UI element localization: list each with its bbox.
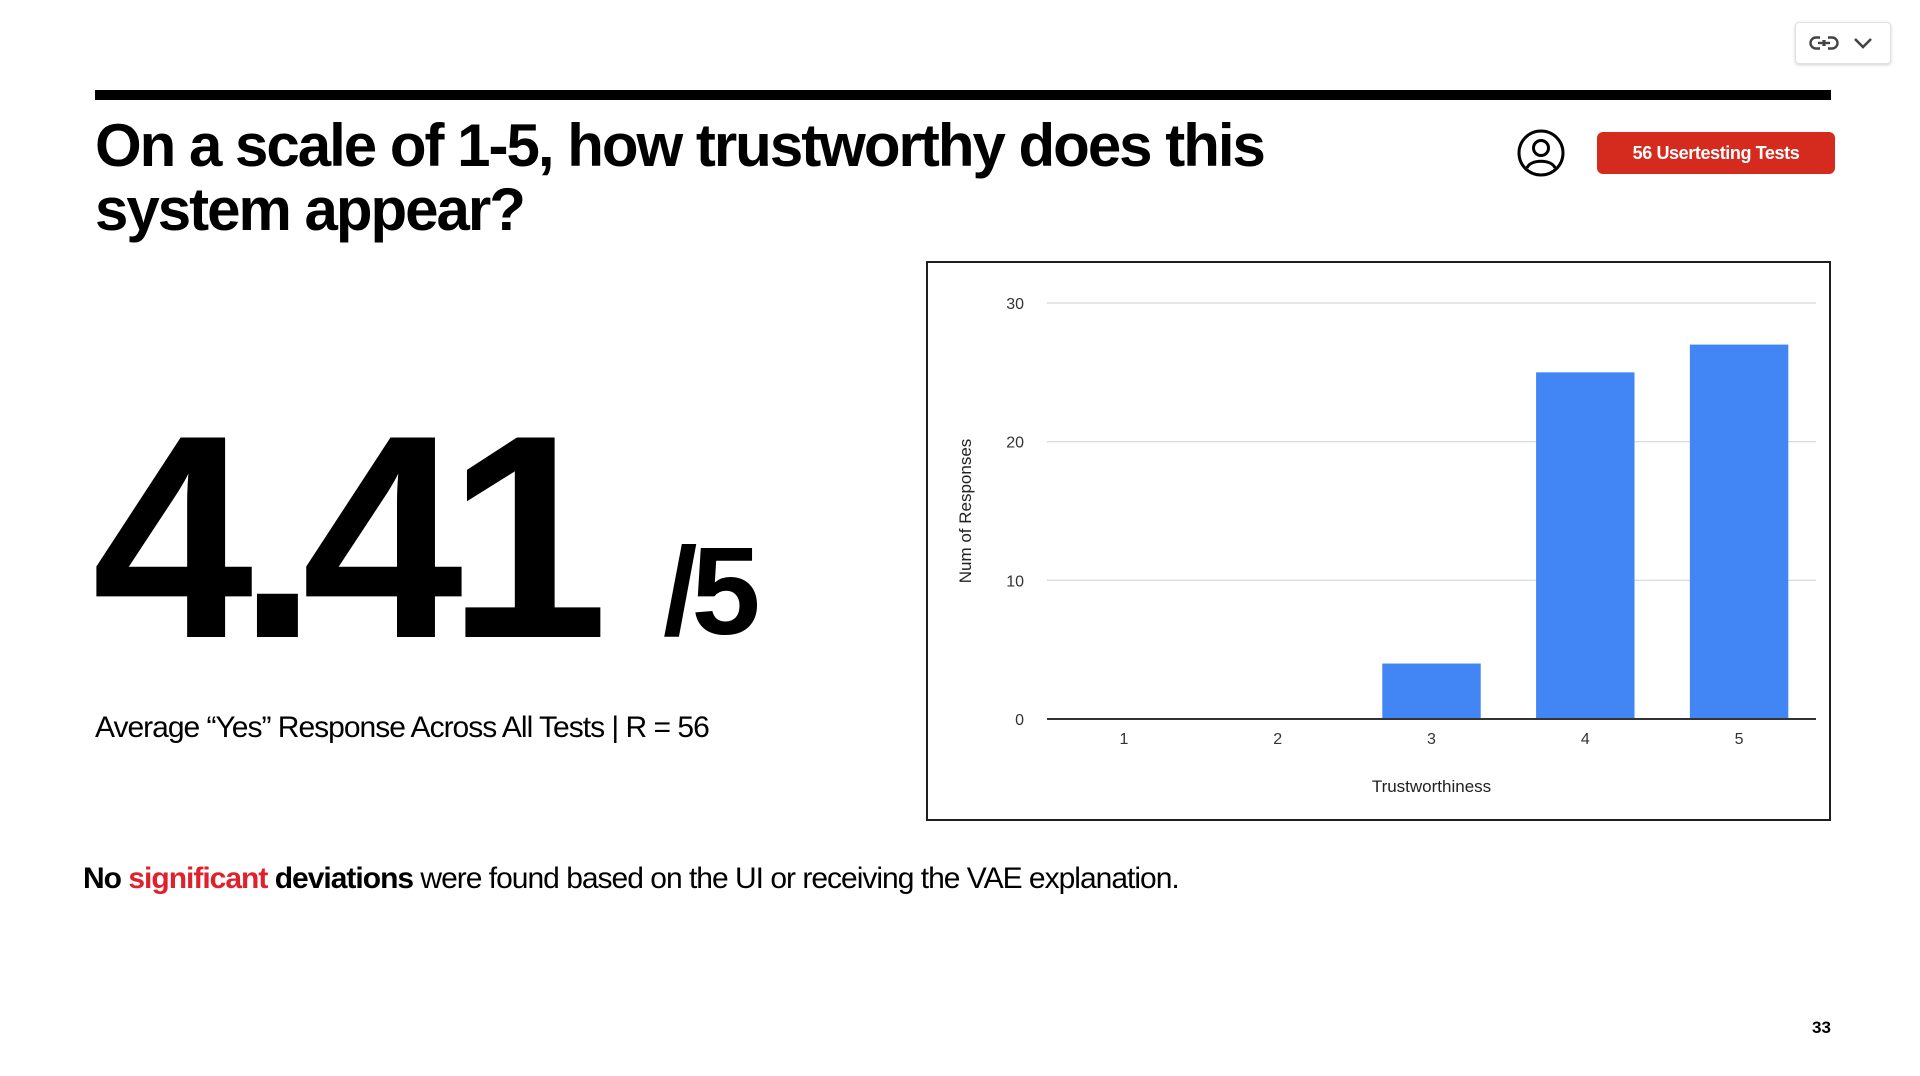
y-axis-label: Num of Responses [956, 439, 975, 584]
share-widget [1795, 22, 1891, 64]
x-tick-label: 4 [1581, 731, 1590, 748]
y-tick-label: 30 [1006, 296, 1024, 313]
bars [1382, 344, 1789, 719]
chevron-down-icon[interactable] [1846, 28, 1880, 58]
bar [1689, 344, 1789, 719]
y-tick-label: 0 [1015, 712, 1024, 729]
y-tick-label: 20 [1006, 435, 1024, 452]
x-tick-label: 5 [1735, 731, 1744, 748]
average-score: 4.41 [92, 375, 608, 699]
bar [1536, 372, 1635, 719]
grid-lines [1047, 302, 1816, 581]
top-rule [95, 90, 1831, 100]
x-tick-label: 1 [1119, 731, 1128, 748]
y-tick-label: 10 [1006, 573, 1024, 590]
slide-title: On a scale of 1-5, how trustworthy does … [95, 112, 1266, 243]
note-no: No [83, 862, 122, 895]
note-rest: were found based on the UI or receiving … [420, 862, 1179, 895]
page-number: 33 [1812, 1018, 1831, 1037]
chart-frame: 0 10 20 30 1 2 3 4 5 Trustworthiness Num of Resp… [926, 261, 1831, 821]
test-count-badge: 56 Usertesting Tests [1597, 132, 1835, 174]
score-caption: Average “Yes” Response Across All Tests … [95, 711, 710, 744]
footer-note: No significant deviations were found bas… [83, 862, 1180, 896]
note-deviations: deviations [274, 862, 414, 895]
x-tick-label: 2 [1273, 731, 1282, 748]
tick-labels: 0 10 20 30 1 2 3 4 5 [1006, 296, 1743, 748]
x-axis-label: Trustworthiness [1372, 777, 1491, 796]
bar-chart: 0 10 20 30 1 2 3 4 5 Trustworthiness Num of Resp… [956, 296, 1816, 796]
bar [1382, 663, 1481, 719]
user-icon [1516, 128, 1566, 178]
link-icon[interactable] [1807, 28, 1841, 58]
note-significant: significant [128, 862, 268, 895]
score-denominator: /5 [663, 523, 760, 661]
x-tick-label: 3 [1427, 731, 1436, 748]
